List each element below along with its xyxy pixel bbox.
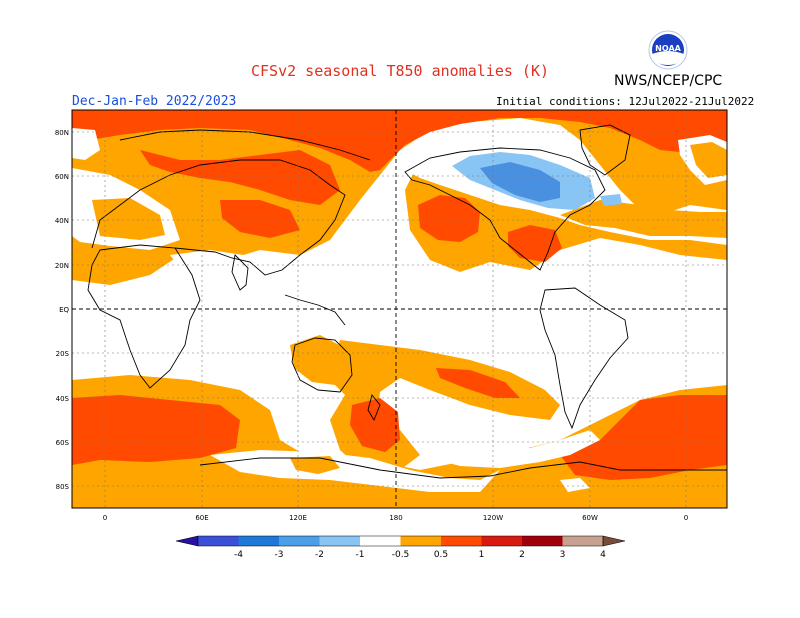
warm-central-asia — [220, 200, 300, 238]
legend-arrow-high — [602, 535, 626, 547]
lat-label: 80N — [55, 129, 69, 137]
legend-swatch — [481, 536, 522, 546]
noaa-logo: NOAA — [648, 30, 688, 74]
legend-frame — [197, 535, 604, 547]
lat-label: 40N — [55, 217, 69, 225]
lat-label: 40S — [56, 395, 70, 403]
weak-warm-north-atlantic-2 — [690, 142, 727, 178]
neutral-weddell — [560, 478, 590, 492]
legend-tick-label: 2 — [519, 550, 525, 560]
agency-label: NWS/NCEP/CPC — [614, 73, 723, 89]
lat-label: EQ — [59, 306, 69, 314]
legend-tick-label: 1 — [479, 550, 485, 560]
legend-swatch — [400, 536, 441, 546]
grid-lines — [72, 110, 727, 508]
lat-label: 60S — [56, 439, 70, 447]
lat-label: 60N — [55, 173, 69, 181]
warm-north-america — [508, 225, 562, 262]
forecast-period: Dec-Jan-Feb 2022/2023 — [72, 94, 237, 109]
greenland-coast — [579, 124, 631, 176]
antarctica-coast — [199, 457, 727, 479]
lat-label: 20S — [56, 350, 70, 358]
lon-label: 60E — [195, 514, 208, 522]
noaa-logo-text: NOAA — [655, 44, 681, 53]
warm-south-pacific — [436, 368, 520, 398]
weak-warm-antarctic-spot — [290, 456, 340, 474]
neutral-antarctic-rim — [210, 450, 500, 492]
legend-swatch — [562, 536, 603, 546]
lon-label: 180 — [389, 514, 402, 522]
anomaly-field — [72, 110, 727, 508]
cold-canada-core — [480, 162, 560, 202]
legend-swatch — [198, 536, 239, 546]
map-frame — [71, 109, 728, 509]
india-coast — [231, 254, 249, 291]
warm-north-pacific — [418, 195, 480, 242]
north-america-coast — [404, 147, 606, 271]
legend-tick-label: 0.5 — [434, 550, 448, 560]
coastlines — [87, 124, 727, 479]
legend-tick-label: -4 — [234, 550, 243, 560]
warm-tasman — [350, 398, 400, 452]
weak-warm-north-atlantic — [560, 200, 727, 238]
weak-warm-europe — [92, 198, 165, 240]
warm-south-atlantic-indian — [72, 395, 240, 465]
cool-labrador — [600, 194, 622, 206]
lon-label: 120W — [483, 514, 503, 522]
eurasia-coast — [91, 159, 346, 276]
lon-label: 0 — [684, 514, 688, 522]
legend-tick-label: -1 — [356, 550, 365, 560]
legend-swatch — [522, 536, 563, 546]
warm-south-atlantic — [560, 395, 727, 480]
arctic-coast — [119, 129, 371, 161]
lon-label: 0 — [103, 514, 107, 522]
africa-coast — [87, 244, 201, 389]
legend-tick-label: 4 — [600, 550, 606, 560]
australia-coast — [291, 337, 353, 393]
legend-tick-label: 3 — [560, 550, 566, 560]
legend-tick-label: -0.5 — [392, 550, 410, 560]
south-america-coast — [539, 287, 629, 430]
legend-swatch — [238, 536, 279, 546]
indonesia-coast — [284, 294, 346, 326]
weak-warm-southern-ocean — [72, 375, 727, 508]
warm-arctic-band — [72, 110, 727, 172]
legend-tick-label: -2 — [315, 550, 324, 560]
neutral-greenland-edge — [72, 128, 100, 160]
neutral-south-asia — [170, 250, 270, 285]
initial-conditions: Initial conditions: 12Jul2022-21Jul2022 — [496, 95, 755, 108]
new-zealand-coast — [367, 394, 381, 422]
lat-label: 80S — [56, 483, 70, 491]
lat-labels: 80N 60N 40N 20N EQ 20S 40S 60S 80S — [55, 129, 70, 491]
lon-label: 120E — [289, 514, 307, 522]
chart-title: CFSv2 seasonal T850 anomalies (K) — [250, 62, 549, 80]
legend-swatch — [441, 536, 482, 546]
legend-tick-label: -3 — [275, 550, 284, 560]
legend-swatch — [360, 536, 401, 546]
color-legend: -4 -3 -2 -1 -0.5 0.5 1 2 3 4 — [175, 535, 626, 560]
legend-swatch — [279, 536, 320, 546]
lat-label: 20N — [55, 262, 69, 270]
lon-labels: 0 60E 120E 180 120W 60W 0 — [103, 514, 688, 522]
legend-swatch — [319, 536, 360, 546]
neutral-ross-sea — [415, 430, 600, 468]
legend-arrow-low — [175, 535, 199, 547]
weak-warm-australia — [290, 335, 350, 385]
lon-label: 60W — [582, 514, 598, 522]
